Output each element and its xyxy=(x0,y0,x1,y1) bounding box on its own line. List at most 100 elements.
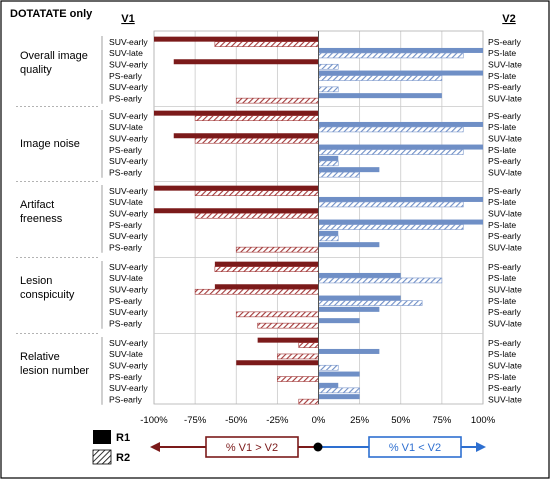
bar-r2 xyxy=(298,342,319,348)
row-label-v2: SUV-late xyxy=(488,242,522,252)
x-tick-label: 75% xyxy=(432,415,452,426)
right-direction-box xyxy=(368,436,462,458)
row-label-v1: PS-early xyxy=(109,394,143,404)
bar-r2 xyxy=(194,190,319,196)
bar-r2 xyxy=(214,266,319,272)
row-label-v1: SUV-late xyxy=(109,349,143,359)
row-label-v2: SUV-late xyxy=(488,133,522,143)
row-label-v1: PS-early xyxy=(109,220,143,230)
row-label-v2: PS-late xyxy=(488,296,516,306)
row-label-v1: PS-early xyxy=(109,242,143,252)
row-label-v2: SUV-late xyxy=(488,284,522,294)
bar-r2 xyxy=(318,364,339,371)
row-label-v1: SUV-early xyxy=(109,231,148,241)
bar-r2 xyxy=(318,171,360,178)
x-tick-label: -75% xyxy=(184,415,207,426)
bar-r2 xyxy=(318,224,464,230)
row-label-v2: SUV-late xyxy=(488,360,522,370)
row-label-v2: PS-late xyxy=(488,220,516,230)
group-label: Artifact freeness xyxy=(20,199,63,225)
legend-r1-swatch xyxy=(93,430,111,444)
left-direction-label: % V1 > V2 xyxy=(226,442,278,454)
row-label-v1: SUV-early xyxy=(109,133,148,143)
bar-r1 xyxy=(318,242,380,248)
group-label: Lesion conspicuity xyxy=(20,275,75,301)
bar-r2 xyxy=(318,235,339,242)
v2-header: V2 xyxy=(502,13,515,25)
bar-r1 xyxy=(154,208,319,214)
bar-r2 xyxy=(194,137,319,144)
row-label-v2: PS-late xyxy=(488,122,516,132)
legend: R1 R2 xyxy=(92,430,130,465)
bar-r1 xyxy=(257,337,319,343)
bar-r2 xyxy=(318,277,443,284)
row-label-v1: PS-early xyxy=(109,71,143,81)
bar-r1 xyxy=(318,93,442,99)
row-label-v2: PS-early xyxy=(488,186,522,196)
x-axis-ticks: -100% -75% -50% -25% 0% 25% 50% 75% 100% xyxy=(140,415,495,426)
bar-r1 xyxy=(154,185,319,191)
row-label-v2: PS-early xyxy=(488,82,522,92)
bar-r2 xyxy=(318,86,339,93)
row-label-v2: PS-late xyxy=(488,273,516,283)
row-label-v1: SUV-early xyxy=(109,37,148,47)
bar-r1 xyxy=(318,382,339,388)
bar-r2 xyxy=(235,311,319,318)
row-label-v1: PS-early xyxy=(109,318,143,328)
bar-r1 xyxy=(214,284,319,290)
bar-r1 xyxy=(318,306,380,312)
origin-dot xyxy=(313,442,323,452)
row-label-v2: SUV-late xyxy=(488,93,522,103)
row-label-v2: PS-early xyxy=(488,383,522,393)
row-label-v2: SUV-late xyxy=(488,394,522,404)
bar-r2 xyxy=(194,115,319,121)
row-label-v1: SUV-late xyxy=(109,273,143,283)
bar-r1 xyxy=(318,155,339,161)
row-label-v2: PS-late xyxy=(488,71,516,81)
row-label-v1: SUV-early xyxy=(109,262,148,272)
group-label: Image noise xyxy=(20,138,80,150)
row-label-v1: SUV-late xyxy=(109,48,143,58)
row-label-v1: PS-early xyxy=(109,296,143,306)
row-label-v2: SUV-late xyxy=(488,59,522,69)
legend-r2-label: R2 xyxy=(116,452,130,464)
row-label-v1: SUV-early xyxy=(109,186,148,196)
bar-r2 xyxy=(194,212,319,219)
row-label-v1: SUV-early xyxy=(109,307,148,317)
bar-r1 xyxy=(318,295,401,301)
x-tick-label: 25% xyxy=(350,415,370,426)
row-label-v1: SUV-early xyxy=(109,82,148,92)
row-label-v1: SUV-early xyxy=(109,59,148,69)
group-label: Overall image quality xyxy=(20,50,88,76)
group-label: Relative lesion number xyxy=(20,351,89,377)
row-label-v1: SUV-early xyxy=(109,111,148,121)
row-label-v1: SUV-early xyxy=(109,360,148,370)
bar-r2 xyxy=(277,353,319,360)
row-label-v1: SUV-early xyxy=(109,208,148,218)
left-arrow-head xyxy=(150,442,160,452)
bar-r1 xyxy=(318,47,483,53)
v1-header: V1 xyxy=(121,13,134,25)
bar-r1 xyxy=(318,318,360,324)
row-label-v1: SUV-early xyxy=(109,383,148,393)
row-label-v1: SUV-early xyxy=(109,338,148,348)
row-label-v1: SUV-late xyxy=(109,197,143,207)
bar-r1 xyxy=(318,70,483,76)
bar-r1 xyxy=(318,144,483,150)
left-direction-box xyxy=(205,436,299,458)
bar-r2 xyxy=(235,97,319,104)
x-tick-label: -100% xyxy=(140,415,168,426)
right-arrow-head xyxy=(476,442,486,452)
row-label-v2: PS-late xyxy=(488,48,516,58)
row-label-v2: PS-early xyxy=(488,262,522,272)
bar-r2 xyxy=(235,246,319,253)
row-label-v2: PS-late xyxy=(488,197,516,207)
x-tick-label: -25% xyxy=(266,415,289,426)
row-label-v2: PS-early xyxy=(488,231,522,241)
row-label-v1: SUV-early xyxy=(109,156,148,166)
bar-r1 xyxy=(318,394,360,400)
bar-r2 xyxy=(318,126,464,133)
